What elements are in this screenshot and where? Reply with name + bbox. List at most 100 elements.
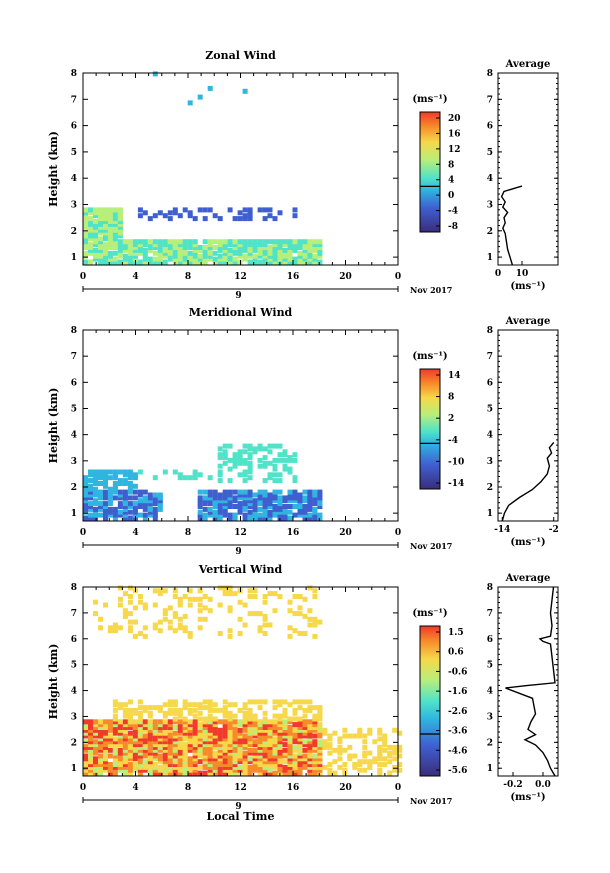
heatmap-cell bbox=[107, 221, 113, 227]
heatmap-cell bbox=[103, 236, 108, 242]
heatmap-cell bbox=[88, 483, 93, 489]
heatmap-cell bbox=[202, 759, 208, 765]
heatmap-cell bbox=[177, 625, 183, 631]
heatmap-cell bbox=[312, 727, 318, 733]
heatmap-cell bbox=[247, 512, 253, 518]
heatmap-cell bbox=[207, 770, 213, 776]
heatmap-cell bbox=[122, 515, 128, 521]
heatmap-cell bbox=[222, 713, 228, 719]
heatmap-cell bbox=[207, 747, 213, 753]
heatmap-cell bbox=[217, 719, 223, 725]
heatmap-cell bbox=[242, 602, 248, 608]
heatmap-cell bbox=[222, 762, 228, 767]
heatmap-cell bbox=[127, 628, 133, 634]
heatmap-cell bbox=[312, 498, 318, 504]
heatmap-cell bbox=[227, 605, 233, 611]
heatmap-cell bbox=[147, 725, 153, 730]
heatmap-cell bbox=[98, 245, 103, 250]
heatmap-cell bbox=[122, 501, 128, 507]
heatmap-cell bbox=[117, 221, 123, 227]
heatmap-cell bbox=[282, 515, 288, 521]
heatmap-cell bbox=[137, 759, 143, 765]
heatmap-cell bbox=[287, 256, 293, 262]
heatmap-cell bbox=[192, 759, 198, 765]
heatmap-cell bbox=[292, 733, 298, 739]
heatmap-cell bbox=[262, 631, 268, 636]
heatmap-cell bbox=[282, 452, 288, 458]
heatmap-cell bbox=[227, 588, 233, 594]
heatmap-cell bbox=[207, 512, 213, 518]
heatmap-cell bbox=[177, 253, 183, 259]
heatmap-cell bbox=[262, 733, 268, 739]
heatmap-cell bbox=[137, 710, 143, 716]
profile-y-tick-label: 3 bbox=[487, 457, 493, 467]
heatmap-cell bbox=[267, 498, 273, 504]
heatmap-cell bbox=[207, 256, 213, 262]
heatmap-cell bbox=[317, 250, 323, 256]
heatmap-cell bbox=[172, 710, 178, 716]
x-tick-label: 16 bbox=[287, 783, 300, 793]
heatmap-cell bbox=[112, 233, 118, 239]
heatmap-cell bbox=[132, 722, 138, 728]
heatmap-cell bbox=[272, 753, 278, 759]
heatmap-cell bbox=[162, 611, 168, 617]
profile-frame bbox=[497, 586, 559, 777]
heatmap-cell bbox=[257, 492, 263, 498]
heatmap-cell bbox=[117, 207, 123, 213]
heatmap-cell bbox=[387, 750, 393, 756]
heatmap-cell bbox=[93, 733, 98, 739]
heatmap-cell bbox=[93, 219, 98, 224]
heatmap-cell bbox=[272, 512, 278, 518]
heatmap-cell bbox=[262, 253, 268, 259]
heatmap-cell bbox=[277, 733, 283, 739]
heatmap-cell bbox=[217, 730, 223, 736]
heatmap-cell bbox=[117, 245, 123, 250]
heatmap-cell bbox=[217, 253, 223, 259]
heatmap-cell bbox=[272, 722, 278, 728]
heatmap-cell bbox=[137, 498, 143, 504]
heatmap-cell bbox=[112, 486, 118, 492]
heatmap-cell bbox=[152, 245, 158, 250]
heatmap-cell bbox=[83, 733, 88, 739]
heatmap-cell bbox=[122, 245, 128, 250]
heatmap-cell bbox=[247, 466, 253, 472]
heatmap-cell bbox=[147, 742, 153, 748]
heatmap-cell bbox=[302, 759, 308, 765]
heatmap-cell bbox=[282, 256, 288, 262]
heatmap-cell bbox=[232, 753, 238, 759]
heatmap-cell bbox=[137, 762, 143, 767]
heatmap-cell bbox=[317, 498, 323, 504]
heatmap-cell bbox=[157, 247, 163, 253]
heatmap-cell bbox=[242, 512, 248, 518]
heatmap-cell bbox=[342, 770, 348, 776]
heatmap-cell bbox=[88, 515, 93, 521]
heatmap-cell bbox=[187, 759, 193, 765]
heatmap-cell bbox=[272, 736, 278, 742]
heatmap-cell bbox=[117, 730, 123, 736]
heatmap-cell bbox=[252, 764, 258, 770]
heatmap-cell bbox=[312, 744, 318, 750]
heatmap-cell bbox=[327, 733, 333, 739]
heatmap-cell bbox=[247, 736, 253, 742]
heatmap-cell bbox=[107, 245, 113, 250]
heatmap-cell bbox=[152, 722, 158, 728]
heatmap-cell bbox=[302, 713, 308, 719]
heatmap-cell bbox=[227, 259, 233, 265]
heatmap-cell bbox=[88, 242, 93, 248]
heatmap-cell bbox=[137, 767, 143, 773]
heatmap-cell bbox=[117, 253, 123, 259]
heatmap-cell bbox=[212, 250, 218, 256]
heatmap-cell bbox=[217, 446, 223, 452]
heatmap-cell bbox=[103, 759, 108, 765]
heatmap-cell bbox=[257, 747, 263, 753]
heatmap-cell bbox=[117, 509, 123, 515]
heatmap-cell bbox=[257, 457, 263, 463]
heatmap-cell bbox=[207, 253, 213, 259]
heatmap-cell bbox=[112, 747, 118, 753]
heatmap-cell bbox=[282, 239, 288, 245]
heatmap-cell bbox=[252, 515, 258, 521]
heatmap-cell bbox=[157, 591, 163, 597]
heatmap-cell bbox=[182, 747, 188, 753]
heatmap-cell bbox=[287, 633, 293, 639]
heatmap-cell bbox=[292, 716, 298, 722]
